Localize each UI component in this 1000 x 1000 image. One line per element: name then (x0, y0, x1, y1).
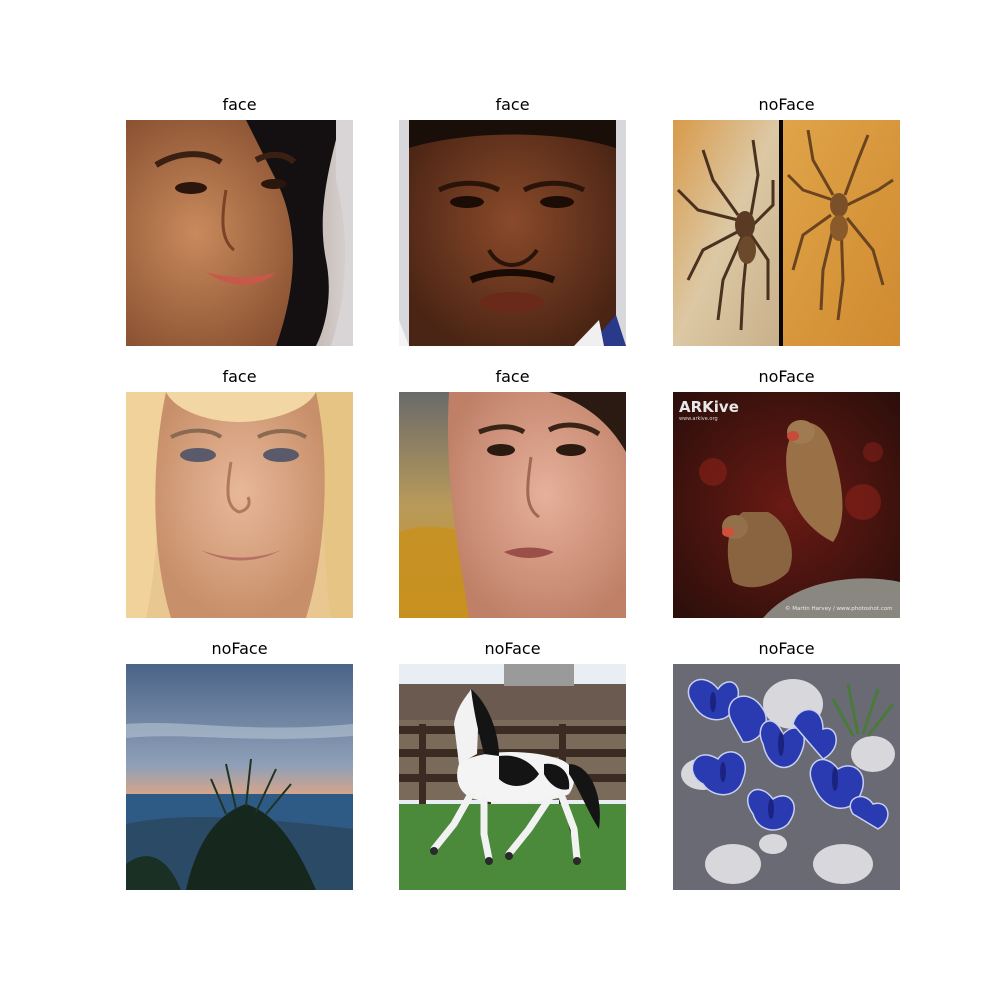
running-horse-image (399, 664, 626, 890)
panel-title: noFace (211, 639, 268, 658)
panel-title: noFace (484, 639, 541, 658)
panel-title: face (222, 367, 257, 386)
panel-title: face (222, 95, 257, 114)
panel-title: noFace (758, 367, 815, 386)
panel-title: face (495, 367, 530, 386)
blonde-woman-face-image (126, 392, 353, 618)
two-spiders-image (673, 120, 900, 346)
two-monkeys-image: ARKive www.arkive.org © Martin Harvey / … (673, 392, 900, 618)
man-face-image (399, 120, 626, 346)
panel-title: noFace (758, 95, 815, 114)
arkive-url: www.arkive.org (679, 416, 718, 422)
smiling-woman-face-image (126, 120, 353, 346)
dark-haired-woman-face-image (399, 392, 626, 618)
blue-butterflies-image (673, 664, 900, 890)
panel-title: face (495, 95, 530, 114)
photo-credit: © Martin Harvey / www.photoshot.com (785, 605, 893, 612)
panel-title: noFace (758, 639, 815, 658)
sunset-sea-grass-image (126, 664, 353, 890)
arkive-logo: ARKive (679, 398, 739, 416)
